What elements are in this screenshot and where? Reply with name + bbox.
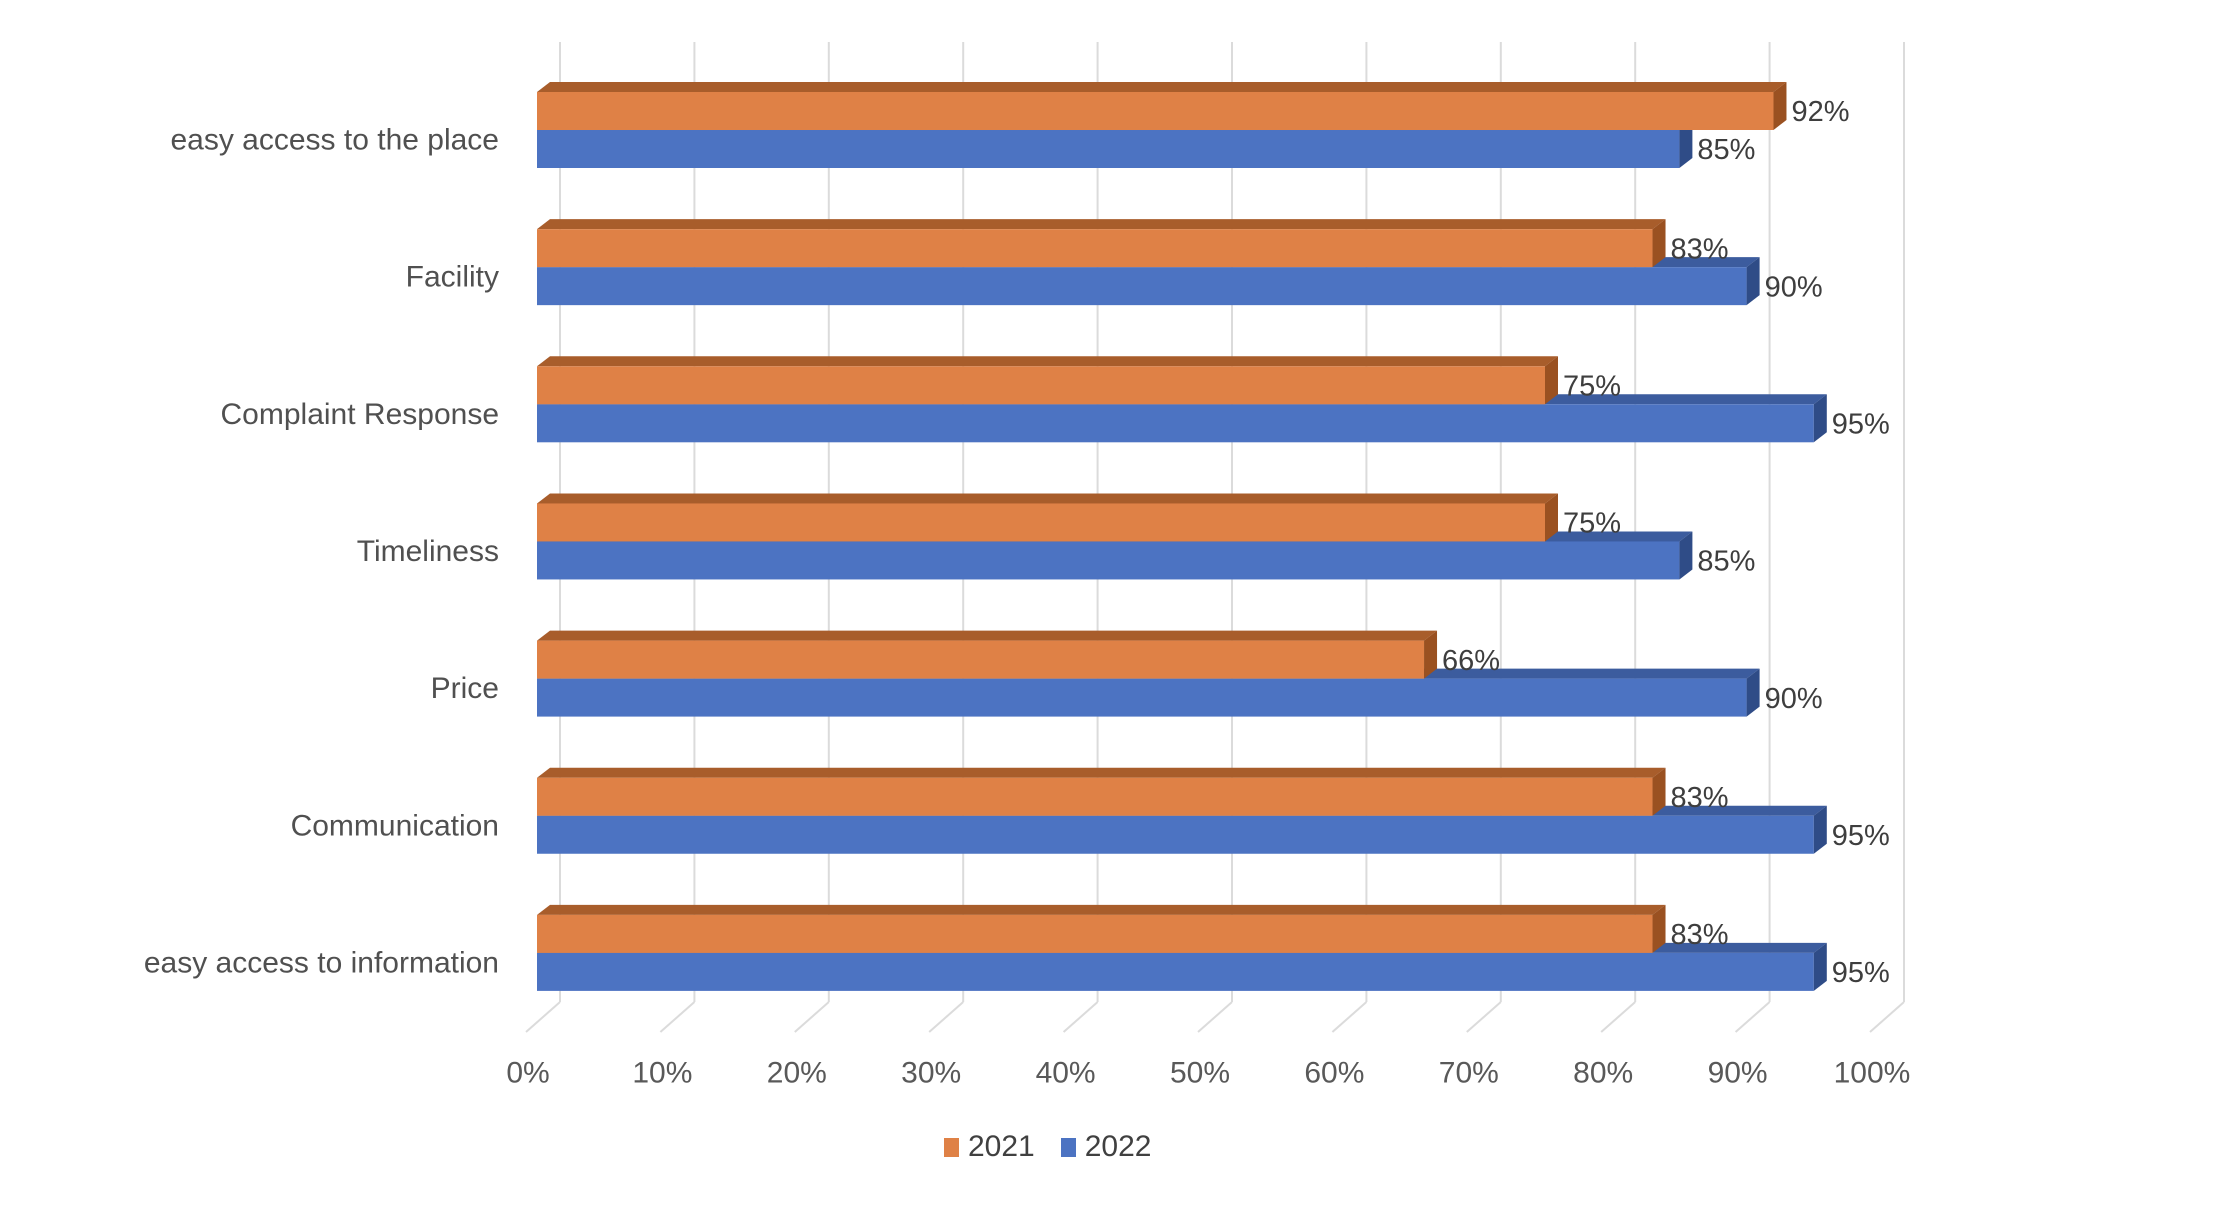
data-label: 95% bbox=[1832, 957, 1890, 989]
data-label: 83% bbox=[1671, 782, 1729, 814]
x-axis-tick-label: 90% bbox=[1708, 1057, 1768, 1090]
data-label: 95% bbox=[1832, 409, 1890, 441]
bar-end-face[interactable] bbox=[1813, 805, 1827, 854]
data-label: 92% bbox=[1791, 96, 1849, 128]
gridline-foot bbox=[794, 1001, 830, 1033]
gridline-foot bbox=[928, 1001, 964, 1033]
bar-2021-timeliness[interactable] bbox=[537, 493, 1558, 542]
gridline-foot bbox=[525, 1001, 561, 1033]
gridline-foot bbox=[1600, 1001, 1636, 1033]
gridline-foot bbox=[1869, 1001, 1905, 1033]
category-label: Facility bbox=[406, 261, 499, 294]
x-axis-tick-label: 100% bbox=[1834, 1057, 1911, 1090]
bar-end-face[interactable] bbox=[1679, 531, 1693, 580]
data-label: 83% bbox=[1671, 919, 1729, 951]
bar-front-face[interactable] bbox=[537, 678, 1747, 717]
bar-2021-communication[interactable] bbox=[537, 767, 1666, 816]
bar-end-face[interactable] bbox=[1545, 493, 1558, 542]
category-label: easy access to information bbox=[144, 946, 499, 979]
bar-2021-easy-access-to-the-place[interactable] bbox=[537, 82, 1787, 130]
data-label: 90% bbox=[1765, 271, 1823, 303]
data-label: 83% bbox=[1671, 233, 1729, 265]
bar-top-face[interactable] bbox=[537, 904, 1666, 915]
bar-end-face[interactable] bbox=[1545, 356, 1558, 405]
bar-front-face[interactable] bbox=[537, 229, 1653, 268]
category-label: Communication bbox=[291, 809, 499, 842]
legend-label-2021: 2021 bbox=[968, 1130, 1035, 1163]
gridline-foot bbox=[1062, 1001, 1099, 1033]
x-axis-tick-label: 40% bbox=[1036, 1057, 1096, 1090]
data-label: 75% bbox=[1563, 371, 1621, 403]
x-axis-tick-label: 50% bbox=[1170, 1057, 1230, 1090]
legend-item-2021[interactable]: 2021 bbox=[944, 1132, 1035, 1162]
category-label: Complaint Response bbox=[221, 398, 499, 431]
bar-front-face[interactable] bbox=[537, 92, 1774, 130]
bar-top-face[interactable] bbox=[537, 219, 1666, 230]
data-label: 90% bbox=[1765, 683, 1823, 715]
gridline-foot bbox=[1331, 1001, 1368, 1033]
category-label: Price bbox=[431, 672, 499, 705]
bar-end-face[interactable] bbox=[1746, 668, 1760, 717]
bar-front-face[interactable] bbox=[537, 503, 1545, 542]
data-label: 95% bbox=[1832, 820, 1890, 852]
data-label: 66% bbox=[1442, 645, 1500, 677]
chart-legend: 2021 2022 bbox=[944, 1128, 1152, 1166]
bar-2021-complaint-response[interactable] bbox=[537, 356, 1558, 405]
bar-front-face[interactable] bbox=[537, 366, 1545, 405]
gridline-foot bbox=[1466, 1001, 1502, 1033]
bar-top-face[interactable] bbox=[537, 356, 1558, 367]
bar-front-face[interactable] bbox=[537, 952, 1814, 991]
bar-end-face[interactable] bbox=[1773, 82, 1787, 130]
bar-front-face[interactable] bbox=[537, 777, 1653, 816]
x-axis-tick-label: 80% bbox=[1573, 1057, 1633, 1090]
bar-top-face[interactable] bbox=[537, 82, 1787, 92]
bar-end-face[interactable] bbox=[1424, 630, 1438, 679]
legend-item-2022[interactable]: 2022 bbox=[1060, 1130, 1152, 1163]
gridline-foot bbox=[659, 1001, 696, 1033]
bar-end-face[interactable] bbox=[1652, 219, 1666, 268]
bar-top-face[interactable] bbox=[537, 630, 1438, 641]
bar-2021-easy-access-to-information[interactable] bbox=[537, 904, 1666, 953]
x-axis-tick-label: 20% bbox=[767, 1057, 827, 1090]
bar-end-face[interactable] bbox=[1813, 394, 1827, 443]
bar-end-face[interactable] bbox=[1746, 257, 1760, 306]
bar-top-face[interactable] bbox=[537, 493, 1558, 504]
data-label: 85% bbox=[1697, 546, 1755, 578]
x-axis-tick-label: 70% bbox=[1439, 1057, 1499, 1090]
data-label: 75% bbox=[1563, 508, 1621, 540]
x-axis-tick-label: 30% bbox=[901, 1057, 961, 1090]
category-label: Timeliness bbox=[357, 535, 499, 568]
bar-front-face[interactable] bbox=[537, 130, 1680, 168]
bar-2021-price[interactable] bbox=[537, 630, 1438, 679]
gridline-foot bbox=[1734, 1001, 1771, 1033]
x-axis-tick-label: 0% bbox=[506, 1057, 549, 1090]
bar-front-face[interactable] bbox=[537, 914, 1653, 953]
bar-front-face[interactable] bbox=[537, 541, 1680, 580]
bar-top-face[interactable] bbox=[537, 767, 1666, 778]
legend-label-2022: 2022 bbox=[1084, 1130, 1152, 1163]
bar-end-face[interactable] bbox=[1813, 942, 1827, 991]
bar-end-face[interactable] bbox=[1652, 904, 1666, 953]
category-label: easy access to the place bbox=[170, 124, 499, 157]
legend-swatch-2022 bbox=[1060, 1137, 1076, 1157]
bar-2021-facility[interactable] bbox=[537, 219, 1666, 268]
data-label: 85% bbox=[1697, 134, 1755, 166]
bar-end-face[interactable] bbox=[1679, 120, 1693, 168]
bar-end-face[interactable] bbox=[1652, 767, 1666, 816]
x-axis-tick-label: 60% bbox=[1304, 1057, 1364, 1090]
bar-front-face[interactable] bbox=[537, 404, 1814, 443]
bar-2022-price[interactable] bbox=[537, 668, 1760, 717]
bar-front-face[interactable] bbox=[537, 815, 1814, 854]
bar-front-face[interactable] bbox=[537, 267, 1747, 306]
bar-front-face[interactable] bbox=[537, 640, 1425, 679]
gridline-foot bbox=[1197, 1001, 1233, 1033]
legend-swatch-2021 bbox=[944, 1137, 959, 1157]
x-axis-tick-label: 10% bbox=[632, 1057, 692, 1090]
